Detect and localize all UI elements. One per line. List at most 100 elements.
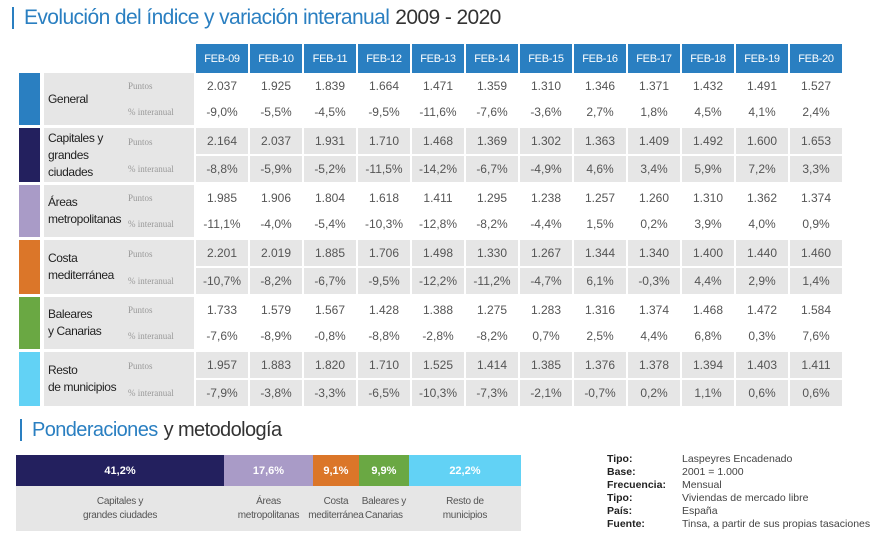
- metric-gap: [188, 156, 194, 185]
- points-value: 1.346: [572, 73, 626, 99]
- column-header: FEB-15: [518, 44, 572, 73]
- yoy-value: -6,7%: [464, 156, 518, 185]
- table-row-yoy: % interanual -7,9% -3,8% -3,3% -6,5% -10,3% -7…: [19, 380, 842, 409]
- points-value: 1.428: [356, 297, 410, 323]
- region-color-swatch: [19, 73, 40, 128]
- yoy-value: -9,0%: [194, 99, 248, 128]
- points-value: 1.468: [410, 128, 464, 156]
- points-value: 1.330: [464, 240, 518, 268]
- yoy-value: -5,5%: [248, 99, 302, 128]
- metric-label-yoy: % interanual: [126, 380, 188, 409]
- yoy-value: -5,2%: [302, 156, 356, 185]
- metric-label-yoy: % interanual: [126, 211, 188, 240]
- table-header-row: FEB-09 FEB-10 FEB-11 FEB-12 FEB-13 FEB-14 FEB-…: [19, 44, 842, 73]
- weight-label-text: Baleares y Canarias: [362, 495, 407, 523]
- table-row-points: Baleares y Canarias Puntos 1.733 1.579 1.567 1…: [19, 297, 842, 352]
- points-value: 1.931: [302, 128, 356, 156]
- weight-label-text: Costa mediterránea: [308, 495, 364, 523]
- table-row-points: Costa mediterránea Puntos 2.201 2.019 1.885 1.…: [19, 240, 842, 297]
- points-value: 1.371: [626, 73, 680, 99]
- weight-label-line1: Costa: [323, 495, 349, 507]
- points-value: 1.385: [518, 352, 572, 380]
- yoy-value: -11,2%: [464, 268, 518, 297]
- yoy-value: -4,9%: [518, 156, 572, 185]
- yoy-value: -10,3%: [356, 211, 410, 240]
- metric-label-points: Puntos: [126, 240, 188, 268]
- weight-segment: 41,2%: [16, 455, 225, 486]
- points-value: 1.618: [356, 185, 410, 211]
- metric-label-points: Puntos: [126, 128, 188, 156]
- points-value: 1.883: [248, 352, 302, 380]
- metric-label-points: Puntos: [126, 297, 188, 323]
- yoy-value: -11,6%: [410, 99, 464, 128]
- region-gap: [40, 185, 44, 240]
- points-value: 1.653: [788, 128, 842, 156]
- points-value: 1.374: [626, 297, 680, 323]
- methodology-key: Tipo:: [607, 492, 633, 504]
- region-name-line2: de municipios: [48, 380, 117, 394]
- points-value: 1.376: [572, 352, 626, 380]
- points-value: 1.957: [194, 352, 248, 380]
- region-gap: [40, 352, 44, 409]
- page-title: Evolución del índice y variación interan…: [12, 5, 501, 31]
- yoy-value: 0,2%: [626, 211, 680, 240]
- points-value: 1.295: [464, 185, 518, 211]
- yoy-value: -14,2%: [410, 156, 464, 185]
- yoy-value: -9,5%: [356, 268, 410, 297]
- points-value: 1.525: [410, 352, 464, 380]
- yoy-value: 1,5%: [572, 211, 626, 240]
- metric-label-yoy: % interanual: [126, 99, 188, 128]
- region-name-line2: mediterránea: [48, 268, 114, 282]
- methodology-key: Base:: [607, 466, 636, 478]
- region-gap: [40, 297, 44, 352]
- weight-label: Áreas metropolitanas: [224, 486, 313, 531]
- region-color-swatch: [19, 352, 40, 409]
- yoy-value: 6,1%: [572, 268, 626, 297]
- yoy-value: 5,9%: [680, 156, 734, 185]
- yoy-value: 4,1%: [734, 99, 788, 128]
- column-header: FEB-20: [788, 44, 842, 73]
- yoy-value: -0,3%: [626, 268, 680, 297]
- points-value: 1.378: [626, 352, 680, 380]
- yoy-value: -4,4%: [518, 211, 572, 240]
- yoy-value: -8,8%: [194, 156, 248, 185]
- title-accent-bar: [12, 7, 14, 29]
- points-value: 1.260: [626, 185, 680, 211]
- weight-segment: 17,6%: [224, 455, 313, 486]
- points-value: 1.414: [464, 352, 518, 380]
- methodology-list: Tipo: Laspeyres Encadenado Base: 2001 = 1.0…: [607, 453, 870, 531]
- weight-label-line1: Capitales y: [96, 495, 144, 507]
- header-spacer: [188, 44, 194, 73]
- points-value: 1.363: [572, 128, 626, 156]
- column-header: FEB-16: [572, 44, 626, 73]
- points-value: 1.491: [734, 73, 788, 99]
- table-row-points: Resto de municipios Puntos 1.957 1.883 1.820 1…: [19, 352, 842, 409]
- points-value: 2.201: [194, 240, 248, 268]
- points-value: 1.664: [356, 73, 410, 99]
- metric-gap: [188, 240, 194, 268]
- points-value: 1.310: [680, 185, 734, 211]
- title-years: 2009 - 2020: [395, 6, 501, 29]
- header-spacer: [126, 44, 188, 73]
- yoy-value: -2,1%: [518, 380, 572, 409]
- region-name-line2: metropolitanas: [48, 212, 122, 226]
- region-color-swatch: [19, 297, 40, 352]
- region-gap: [40, 128, 44, 185]
- yoy-value: 2,4%: [788, 99, 842, 128]
- points-value: 2.037: [248, 128, 302, 156]
- points-value: 1.310: [518, 73, 572, 99]
- yoy-value: 1,1%: [680, 380, 734, 409]
- column-header: FEB-17: [626, 44, 680, 73]
- yoy-value: -11,1%: [194, 211, 248, 240]
- points-value: 1.257: [572, 185, 626, 211]
- points-value: 1.710: [356, 352, 410, 380]
- region-name-line1: Resto: [48, 363, 78, 377]
- region-color-swatch: [19, 240, 40, 297]
- column-header: FEB-14: [464, 44, 518, 73]
- points-value: 1.906: [248, 185, 302, 211]
- points-value: 1.471: [410, 73, 464, 99]
- methodology-value: 2001 = 1.000: [682, 466, 744, 478]
- yoy-value: -10,7%: [194, 268, 248, 297]
- points-value: 1.472: [734, 297, 788, 323]
- yoy-value: 0,2%: [626, 380, 680, 409]
